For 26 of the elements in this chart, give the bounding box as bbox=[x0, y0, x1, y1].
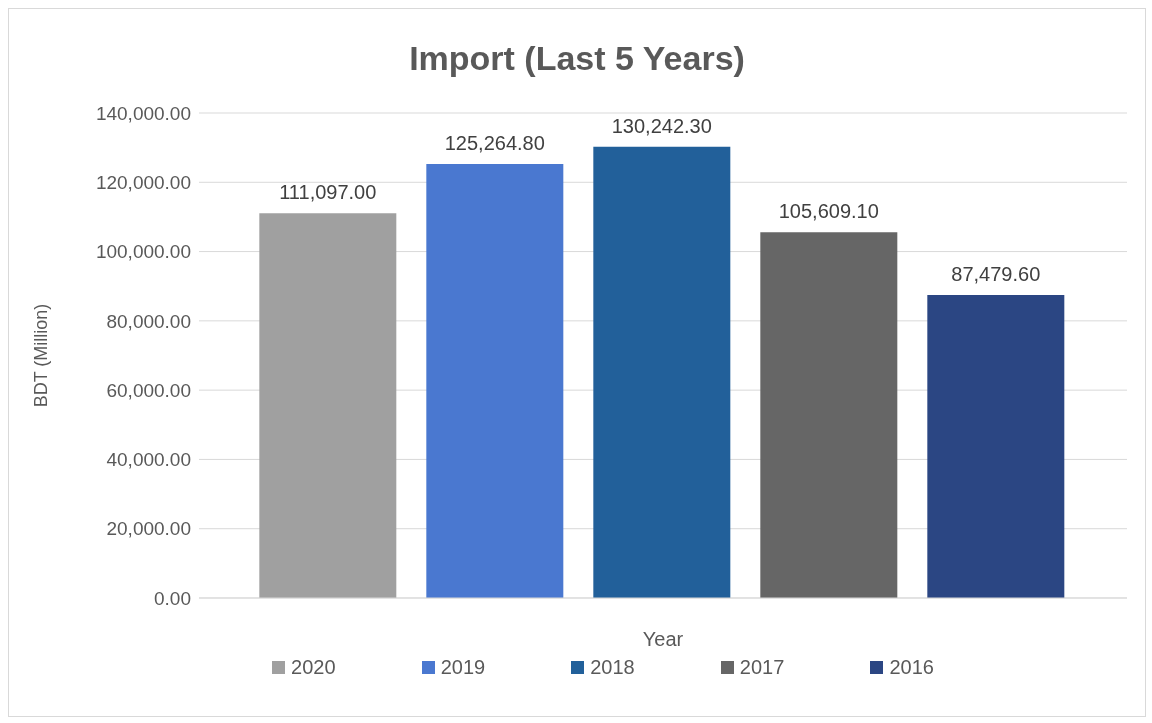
data-label: 111,097.00 bbox=[279, 181, 377, 204]
y-axis-title: BDT (Million) bbox=[31, 303, 52, 408]
legend-label: 2018 bbox=[589, 656, 635, 679]
y-tick-label: 60,000.00 bbox=[106, 379, 191, 401]
legend-label: 2020 bbox=[290, 656, 336, 679]
y-tick-label: 100,000.00 bbox=[95, 241, 191, 263]
y-tick-label: 80,000.00 bbox=[106, 310, 191, 332]
y-tick-label: 120,000.00 bbox=[95, 172, 191, 194]
y-tick-label: 0.00 bbox=[154, 587, 191, 609]
chart-title: Import (Last 5 Years) bbox=[408, 39, 746, 78]
y-tick-label: 40,000.00 bbox=[106, 449, 191, 471]
bar bbox=[593, 146, 731, 598]
bar bbox=[259, 213, 397, 598]
data-label: 125,264.80 bbox=[444, 132, 545, 155]
y-tick-label: 20,000.00 bbox=[106, 518, 191, 540]
legend-label: 2016 bbox=[888, 656, 934, 679]
legend-label: 2017 bbox=[738, 656, 785, 679]
data-label: 87,479.60 bbox=[951, 262, 1041, 285]
bar bbox=[927, 294, 1065, 598]
data-label: 130,242.30 bbox=[611, 114, 712, 137]
data-label: 105,609.10 bbox=[778, 200, 879, 223]
bar bbox=[760, 232, 898, 598]
x-axis-title: Year bbox=[642, 628, 684, 650]
y-tick-label: 140,000.00 bbox=[95, 102, 191, 124]
bar bbox=[426, 164, 564, 598]
legend-label: 2019 bbox=[439, 656, 486, 679]
